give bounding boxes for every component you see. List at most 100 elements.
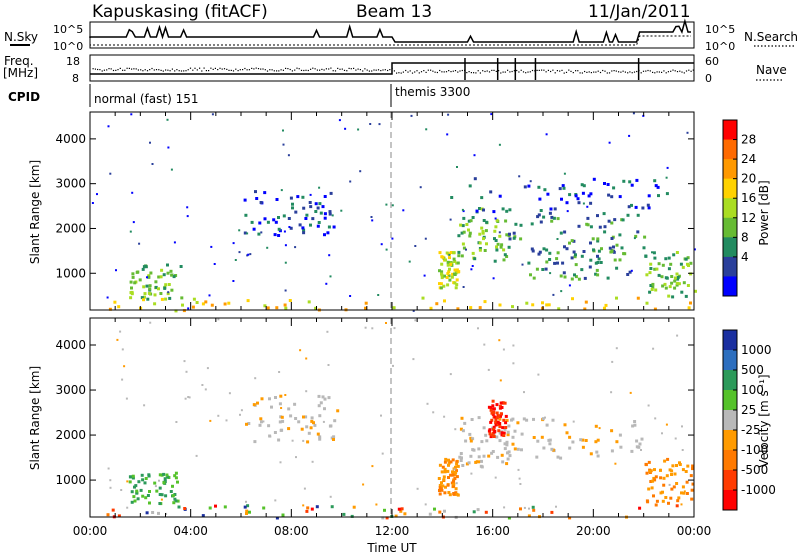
heatmap-cell (181, 303, 184, 307)
heatmap-cell (636, 213, 640, 217)
heatmap-cell (603, 225, 607, 229)
nave-point (685, 70, 688, 72)
heatmap-cell (453, 273, 457, 276)
heatmap-cell (494, 225, 498, 229)
nave-point (387, 69, 389, 72)
heatmap-cell (508, 237, 512, 241)
heatmap-cell (674, 437, 677, 440)
heatmap-cell (548, 442, 552, 446)
nave-point (502, 71, 504, 73)
heatmap-cell (459, 452, 463, 455)
heatmap-cell (274, 396, 277, 399)
heatmap-cell (676, 277, 680, 281)
heatmap-cell (288, 299, 292, 302)
heatmap-cell (540, 435, 544, 439)
heatmap-cell (468, 432, 472, 436)
heatmap-cell (304, 415, 308, 419)
heatmap-cell (140, 473, 144, 477)
nave-point (285, 67, 287, 69)
nsearch-tick-bottom: 10^0 (705, 40, 735, 53)
heatmap-cell (245, 512, 248, 515)
colorbar-swatch (723, 450, 737, 471)
heatmap-cell (675, 272, 679, 276)
heatmap-cell (684, 294, 688, 298)
heatmap-cell (302, 228, 306, 232)
nave-point (310, 68, 312, 70)
heatmap-cell (519, 223, 523, 227)
heatmap-cell (607, 219, 611, 223)
nave-point (425, 71, 427, 73)
nave-point (142, 70, 144, 72)
heatmap-cell (306, 506, 310, 510)
heatmap-cell (287, 407, 291, 411)
heatmap-cell (443, 415, 446, 418)
heatmap-cell (500, 433, 504, 437)
heatmap-cell (252, 227, 256, 231)
heatmap-cell (664, 257, 668, 261)
heatmap-cell (478, 232, 482, 236)
heatmap-cell (498, 231, 501, 234)
heatmap-cell (596, 239, 600, 243)
heatmap-cell (606, 276, 610, 280)
heatmap-cell (626, 273, 630, 276)
heatmap-cell (670, 281, 674, 285)
heatmap-cell (480, 226, 484, 230)
heatmap-cell (130, 290, 134, 294)
heatmap-cell (170, 168, 173, 171)
nave-point (287, 68, 289, 70)
heatmap-cell (209, 419, 212, 422)
heatmap-cell (157, 511, 160, 515)
heatmap-cell (125, 397, 128, 400)
heatmap-cell (302, 415, 305, 419)
heatmap-cell (676, 276, 680, 279)
heatmap-cell (682, 491, 686, 495)
freq-unit: [MHz] (3, 66, 38, 80)
heatmap-cell (454, 465, 457, 469)
heatmap-cell (681, 468, 685, 472)
heatmap-cell (563, 245, 566, 249)
heatmap-cell (435, 302, 439, 306)
heatmap-cell (457, 250, 461, 254)
heatmap-cell (287, 217, 291, 220)
heatmap-cell (492, 410, 496, 414)
heatmap-cell (547, 303, 551, 307)
heatmap-cell (371, 327, 374, 330)
heatmap-cell (446, 483, 450, 487)
heatmap-cell (455, 261, 459, 265)
heatmap-cell (470, 472, 473, 475)
heatmap-cell (301, 226, 305, 230)
nave-point (291, 70, 293, 72)
nave-point (146, 70, 149, 72)
heatmap-cell (130, 500, 134, 504)
heatmap-cell (690, 497, 694, 501)
heatmap-cell (453, 477, 457, 480)
nave-point (294, 69, 296, 71)
nave-point (688, 69, 690, 71)
heatmap-cell (459, 459, 463, 462)
heatmap-cell (663, 282, 667, 286)
nave-point (217, 69, 219, 71)
heatmap-cell (545, 423, 549, 427)
heatmap-cell (596, 273, 600, 277)
x-axis-title: Time UT (366, 541, 417, 554)
heatmap-cell (491, 399, 495, 403)
heatmap-cell (560, 197, 563, 201)
heatmap-cell (548, 251, 552, 255)
heatmap-cell (217, 318, 220, 321)
x-tick-label: 08:00 (274, 524, 309, 538)
colorbar-tick-label: 28 (741, 133, 756, 147)
heatmap-cell (483, 300, 487, 304)
nave-point (579, 72, 581, 74)
heatmap-cell (457, 270, 461, 274)
nave-point (570, 70, 572, 72)
heatmap-cell (490, 411, 494, 415)
heatmap-cell (661, 432, 663, 435)
nave-point (119, 67, 121, 69)
heatmap-cell (173, 474, 177, 478)
heatmap-cell (492, 210, 496, 214)
heatmap-cell (316, 206, 320, 210)
nave-point (418, 72, 420, 74)
heatmap-cell (266, 246, 269, 249)
heatmap-cell (516, 447, 520, 451)
nave-point (679, 70, 681, 72)
